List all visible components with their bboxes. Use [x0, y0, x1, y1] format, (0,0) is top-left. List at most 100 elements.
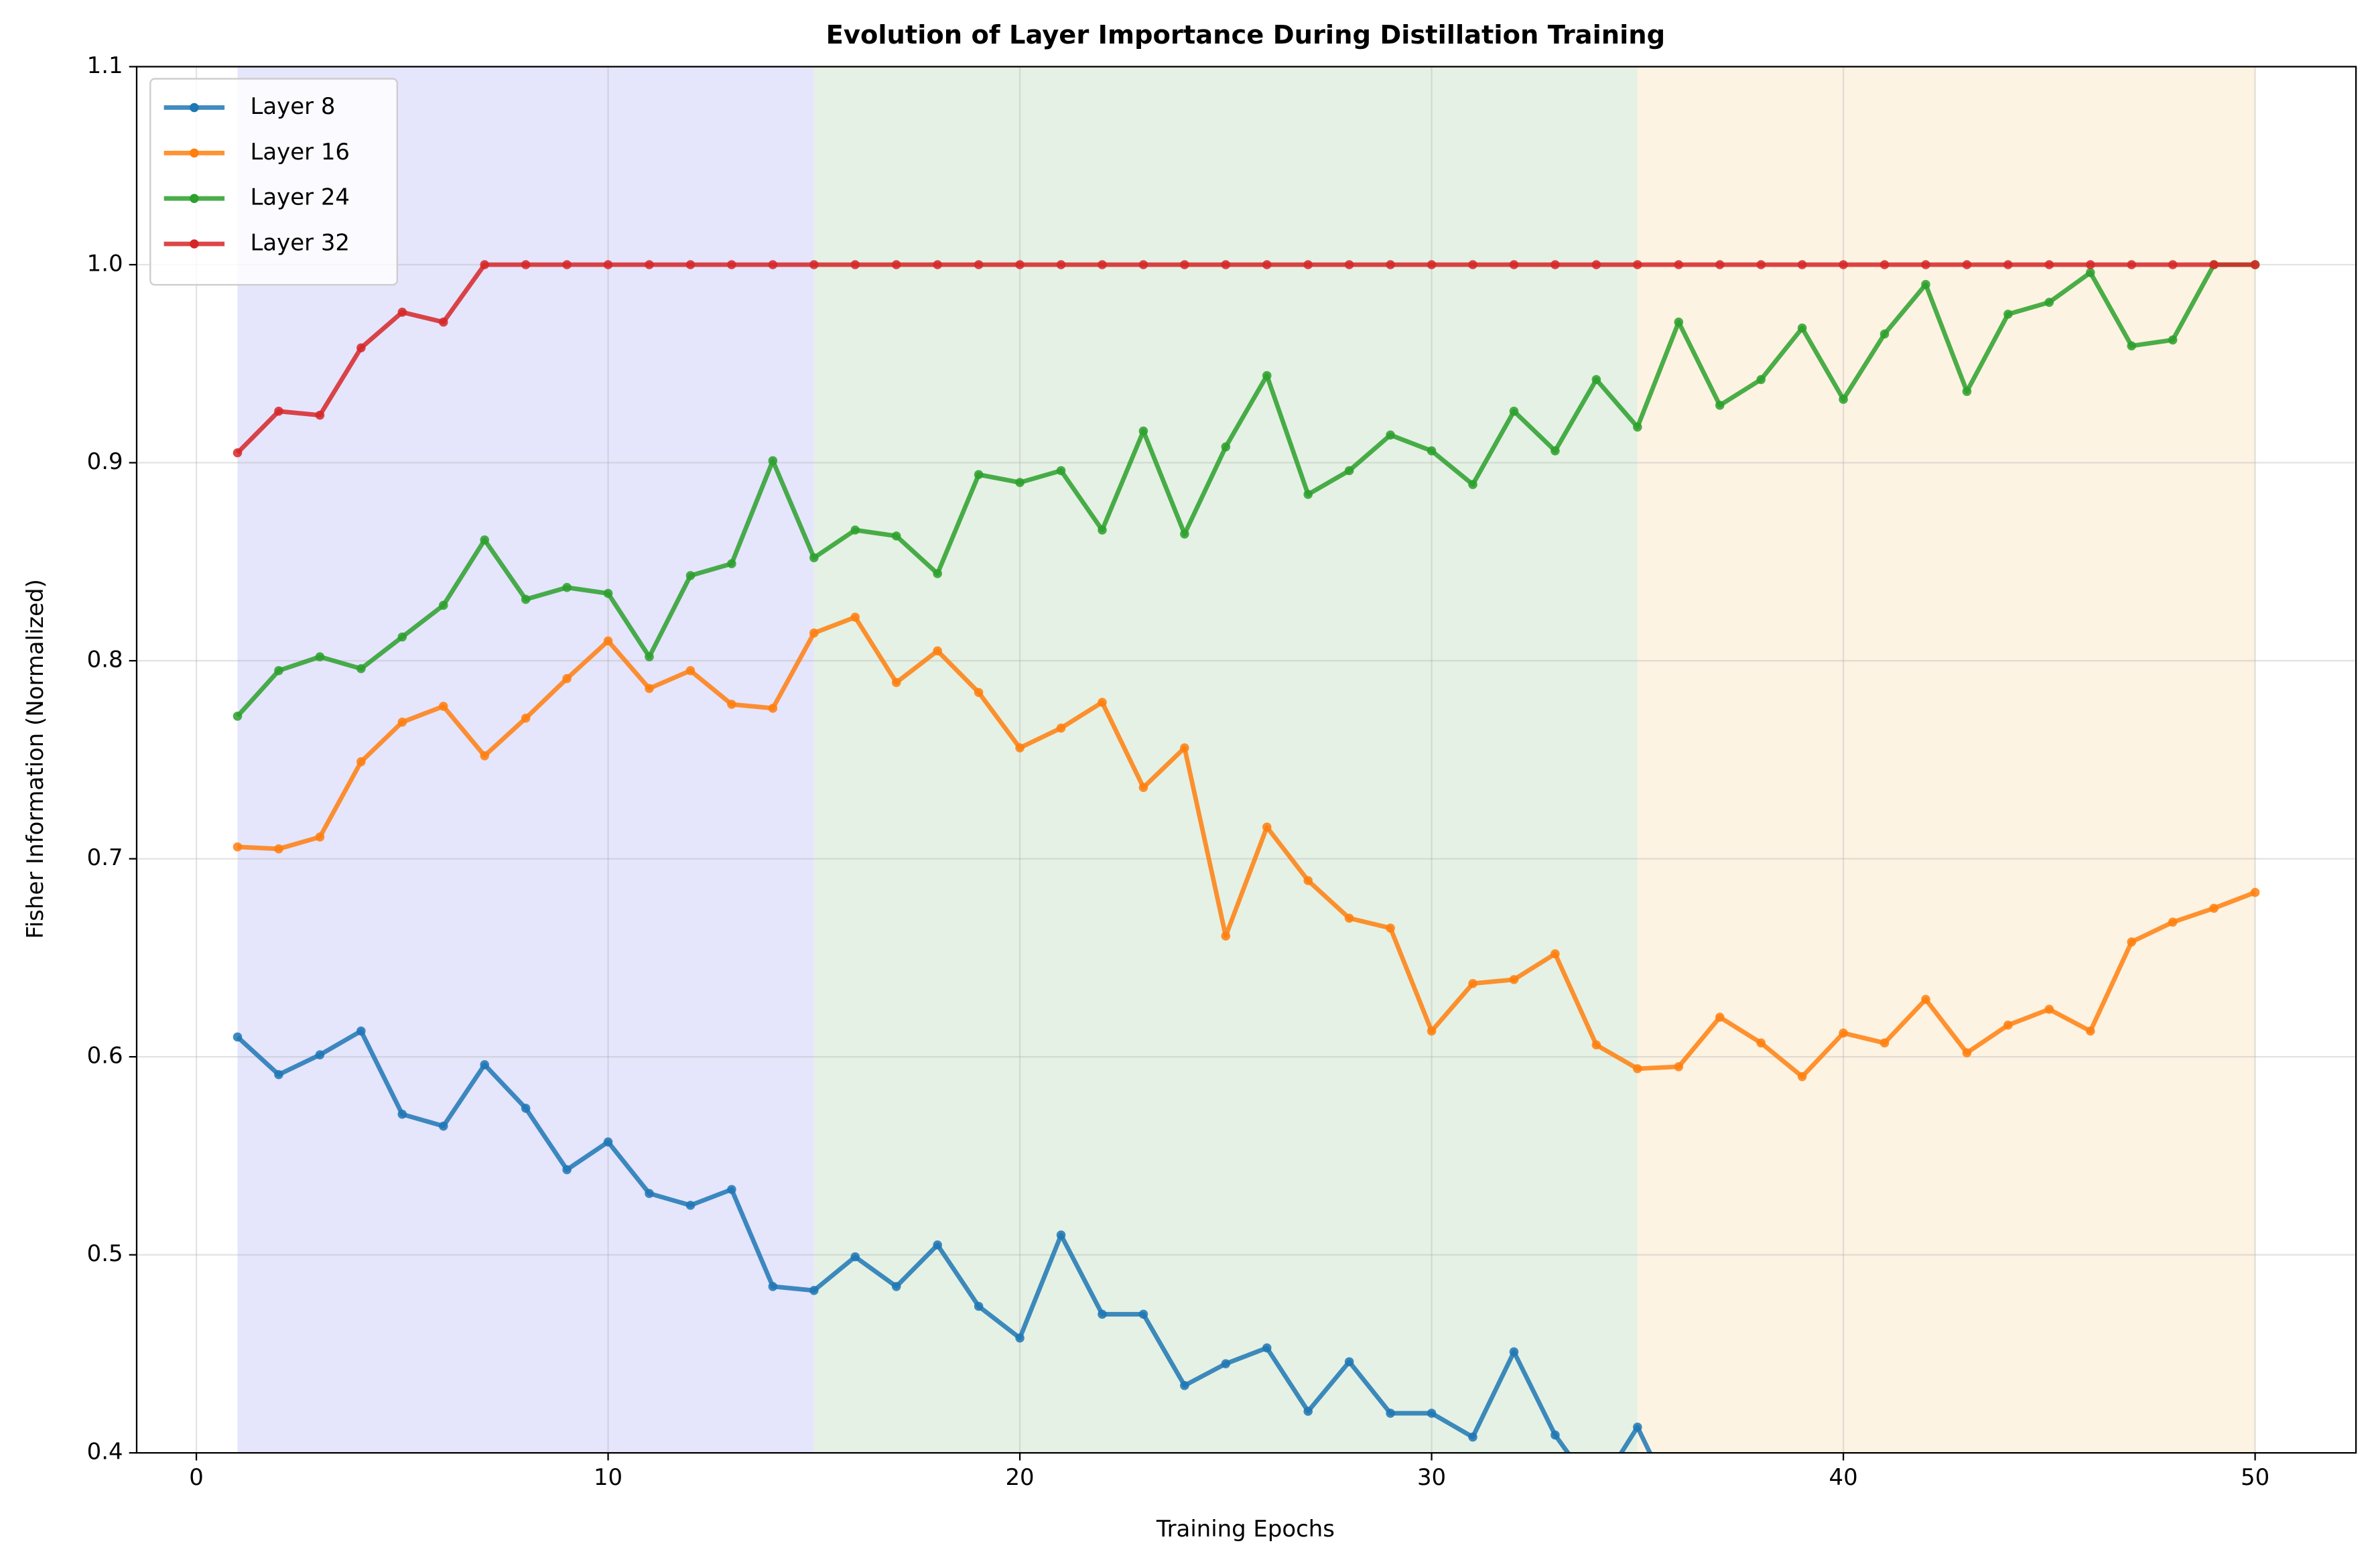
series-point [1138, 426, 1148, 436]
series-point [1591, 1040, 1601, 1050]
series-point [1921, 260, 1930, 269]
series-point [1180, 529, 1189, 539]
series-point [1344, 260, 1354, 269]
series-point [1756, 1038, 1766, 1048]
series-point [603, 588, 613, 598]
series-point [2003, 310, 2013, 319]
series-point [1468, 260, 1477, 269]
series-point [1303, 1407, 1313, 1416]
legend-label: Layer 32 [251, 230, 350, 256]
series-point [2003, 260, 2013, 269]
series-point [974, 260, 984, 269]
series-point [562, 260, 572, 269]
series-point [809, 553, 819, 563]
series-point [562, 1165, 572, 1175]
y-tick-label: 0.4 [87, 1439, 123, 1465]
series-point [356, 1026, 366, 1036]
series-point [1797, 323, 1807, 333]
series-point [480, 260, 489, 269]
y-tick-label: 0.9 [87, 448, 123, 474]
series-point [1756, 375, 1766, 385]
series-point [2250, 888, 2260, 897]
series-point [1509, 1347, 1519, 1357]
legend: Layer 8 Layer 16 Layer 24 Layer 32 [149, 78, 398, 286]
x-tick-label: 10 [594, 1464, 622, 1490]
series-point [1674, 317, 1684, 327]
series-point [2044, 298, 2054, 307]
series-point [1138, 1309, 1148, 1319]
legend-marker [190, 239, 199, 249]
series-point [645, 260, 654, 269]
series-point [685, 260, 696, 269]
series-point [1921, 1547, 1930, 1557]
series-point [850, 525, 860, 535]
series-point [1468, 480, 1477, 489]
series-point [2127, 937, 2137, 947]
series-point [1674, 1508, 1683, 1517]
series-point [274, 1069, 283, 1080]
phase-band [813, 66, 1638, 1453]
series-point [1839, 260, 1848, 269]
series-point [768, 1282, 778, 1291]
series-point [233, 448, 243, 458]
series-point [768, 456, 778, 466]
x-axis-label: Training Epochs [1156, 1516, 1335, 1542]
series-point [521, 1104, 531, 1113]
series-point [1098, 698, 1107, 707]
series-point [562, 582, 572, 592]
series-point [1344, 1357, 1354, 1367]
series-point [274, 844, 283, 854]
series-point [233, 712, 243, 721]
series-point [1262, 822, 1272, 832]
series-point [1715, 401, 1725, 410]
series-point [1839, 1528, 1848, 1537]
series-point [1921, 279, 1930, 289]
series-point [1056, 1230, 1066, 1240]
series-point [1633, 1422, 1642, 1432]
y-tick-label: 0.7 [87, 844, 123, 870]
series-point [1303, 260, 1313, 269]
series-point [1303, 876, 1313, 885]
series-point [521, 260, 531, 269]
series-point [603, 636, 613, 646]
series-point [315, 832, 325, 842]
series-point [1797, 260, 1807, 269]
series-point [1839, 395, 1848, 404]
series-point [480, 751, 489, 761]
series-point [1180, 1380, 1189, 1390]
series-point [850, 1252, 860, 1262]
series-point [356, 343, 366, 352]
series-point [1509, 260, 1519, 269]
series-point [809, 628, 819, 638]
series-point [933, 569, 942, 578]
series-point [1879, 1038, 1890, 1048]
series-point [521, 594, 531, 604]
series-point [1015, 1333, 1025, 1343]
series-point [1386, 430, 1395, 440]
series-point [1262, 260, 1272, 269]
series-point [521, 713, 531, 723]
series-point [891, 531, 901, 541]
series-point [603, 260, 613, 269]
series-point [1262, 371, 1272, 381]
y-tick-label: 0.6 [87, 1043, 123, 1069]
series-line [235, 262, 2255, 718]
series-point [933, 1240, 942, 1250]
series-point [1674, 1062, 1684, 1071]
legend-box [149, 78, 398, 286]
series-point [1962, 1048, 1972, 1057]
series-point [1056, 723, 1066, 733]
series-point [1180, 260, 1189, 269]
y-tick-label: 1.1 [87, 52, 123, 78]
series-point [397, 717, 407, 727]
series-point [1550, 1430, 1560, 1440]
series-point [562, 673, 572, 683]
series-point [1962, 387, 1972, 396]
series-point [2127, 260, 2137, 269]
series-point [933, 260, 942, 269]
series-point [1056, 260, 1066, 269]
series-line [237, 614, 2256, 1080]
series-point [397, 632, 407, 642]
series-point [1056, 466, 1066, 476]
series-point [274, 666, 283, 675]
